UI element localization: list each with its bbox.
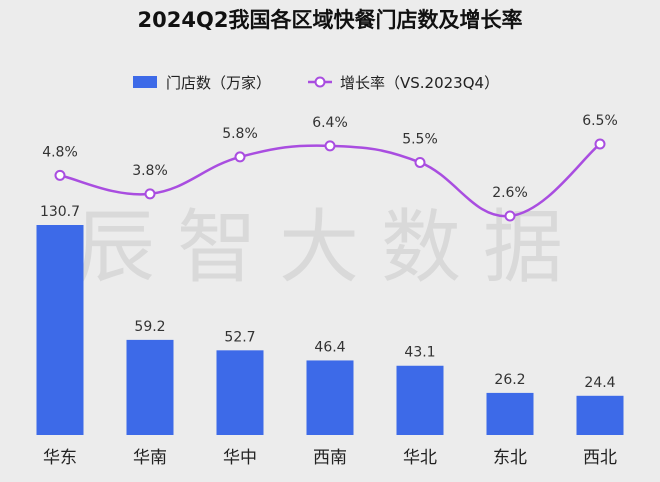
x-tick-label: 华中 <box>223 448 257 468</box>
x-tick-label: 西北 <box>583 448 617 468</box>
bar-西北 <box>576 395 624 435</box>
growth-point-华北 <box>414 156 426 168</box>
x-axis-ticks: 华东 华南 华中 西南 华北 东北 西北 <box>43 448 617 468</box>
growth-label: 4.8% <box>42 144 78 160</box>
bar-华北 <box>396 365 444 435</box>
bar-label: 59.2 <box>134 319 165 335</box>
bar-label: 24.4 <box>584 375 615 391</box>
bar-label: 26.2 <box>494 372 525 388</box>
legend-bar-label: 门店数（万家） <box>166 74 271 92</box>
growth-point-华东 <box>54 169 66 181</box>
growth-label: 6.5% <box>582 113 618 129</box>
bar-data-labels: 130.7 59.2 52.7 46.4 43.1 26.2 24.4 <box>40 204 616 391</box>
bar-label: 130.7 <box>40 204 80 220</box>
legend-line-label: 增长率（VS.2023Q4） <box>340 74 499 92</box>
bar-华中 <box>216 350 264 435</box>
chart-title: 2024Q2我国各区域快餐门店数及增长率 <box>138 8 523 32</box>
bar-label: 43.1 <box>404 345 435 361</box>
bar-东北 <box>486 392 534 435</box>
x-tick-label: 华南 <box>133 448 167 468</box>
x-tick-label: 华北 <box>403 448 437 468</box>
bar-label: 52.7 <box>224 329 255 345</box>
growth-rate-labels: 4.8% 3.8% 5.8% 6.4% 5.5% 2.6% 6.5% <box>42 113 618 201</box>
bar-series <box>36 225 624 435</box>
growth-label: 2.6% <box>492 185 528 201</box>
bar-华南 <box>126 339 174 435</box>
x-tick-label: 华东 <box>43 448 77 468</box>
bar-西南 <box>306 360 354 435</box>
growth-point-华南 <box>144 188 156 200</box>
chart-legend: 门店数（万家） 增长率（VS.2023Q4） <box>133 74 499 92</box>
growth-point-东北 <box>504 210 516 222</box>
legend-line-marker <box>314 76 326 88</box>
legend-bar-swatch <box>133 76 157 88</box>
watermark-text: 辰智大数据 <box>75 201 585 294</box>
x-tick-label: 东北 <box>493 448 527 468</box>
bar-label: 46.4 <box>314 339 345 355</box>
growth-label: 3.8% <box>132 163 168 179</box>
growth-rate-points <box>54 138 606 222</box>
x-tick-label: 西南 <box>313 448 347 468</box>
growth-label: 5.5% <box>402 131 438 147</box>
growth-point-西南 <box>324 140 336 152</box>
growth-point-华中 <box>234 151 246 163</box>
bar-华东 <box>36 225 84 435</box>
growth-label: 6.4% <box>312 115 348 131</box>
growth-point-西北 <box>594 138 606 150</box>
growth-label: 5.8% <box>222 126 258 142</box>
